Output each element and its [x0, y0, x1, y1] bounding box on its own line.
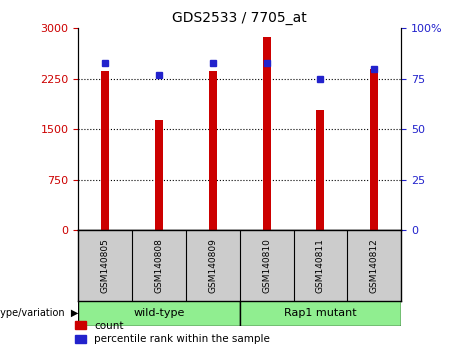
Text: genotype/variation  ▶: genotype/variation ▶ [0, 308, 78, 318]
Text: GSM140805: GSM140805 [101, 238, 110, 293]
FancyBboxPatch shape [78, 301, 240, 326]
Text: GSM140812: GSM140812 [370, 238, 378, 293]
Text: wild-type: wild-type [133, 308, 185, 318]
Text: GSM140811: GSM140811 [316, 238, 325, 293]
Bar [316, 110, 325, 230]
Bar [263, 37, 271, 230]
Bar [155, 120, 163, 230]
Text: GSM140810: GSM140810 [262, 238, 271, 293]
Text: Rap1 mutant: Rap1 mutant [284, 308, 357, 318]
Text: GSM140809: GSM140809 [208, 238, 217, 293]
Text: GSM140808: GSM140808 [154, 238, 164, 293]
Title: GDS2533 / 7705_at: GDS2533 / 7705_at [172, 11, 307, 24]
Bar [370, 69, 378, 230]
Bar [209, 71, 217, 230]
FancyBboxPatch shape [240, 301, 401, 326]
Legend: count, percentile rank within the sample: count, percentile rank within the sample [74, 320, 271, 345]
Bar [101, 71, 109, 230]
